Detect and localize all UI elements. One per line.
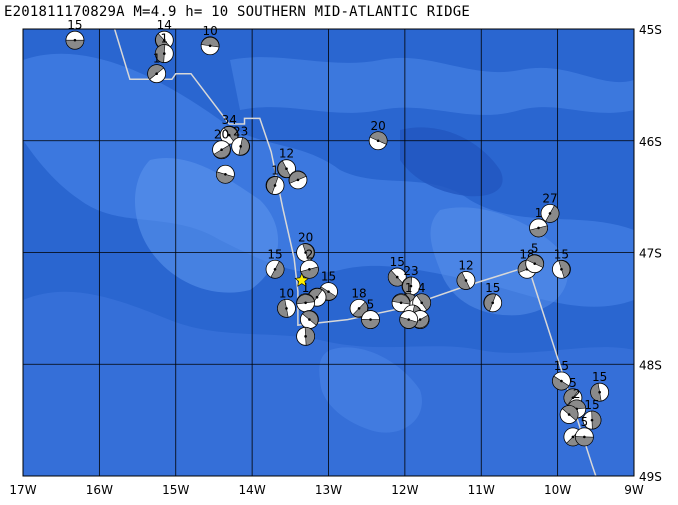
depth-label: 1 bbox=[535, 206, 543, 220]
focal-mechanism-beachball: 20 bbox=[296, 231, 315, 262]
latitude-tick-label: 48S bbox=[639, 358, 662, 372]
focal-mechanism-beachball: 15 bbox=[65, 18, 85, 50]
depth-label: 5 bbox=[581, 415, 589, 429]
focal-mechanism-beachball bbox=[288, 170, 308, 190]
focal-mechanism-beachball: 5 bbox=[361, 298, 380, 329]
focal-mechanism-beachball: 23 bbox=[231, 124, 251, 156]
longitude-tick-label: 15W bbox=[162, 483, 189, 497]
depth-label: 34 bbox=[222, 113, 237, 127]
focal-mechanism-beachball: 15 bbox=[552, 247, 571, 279]
depth-label: 2 bbox=[573, 387, 581, 401]
depth-label: 12 bbox=[458, 258, 473, 272]
focal-mechanism-beachball: 15 bbox=[483, 281, 503, 313]
epicenter-star bbox=[294, 272, 310, 287]
longitude-tick-label: 9W bbox=[624, 483, 644, 497]
longitude-labels: 17W 16W 15W 14W 13W 12W 11W 10W 9W bbox=[9, 483, 643, 497]
depth-label: 18 bbox=[351, 286, 366, 300]
focal-mechanism-beachball: 1 bbox=[529, 206, 548, 238]
latitude-tick-label: 47S bbox=[639, 247, 662, 261]
focal-mechanism-beachball: 15 bbox=[265, 247, 285, 279]
focal-mechanism-beachball: 5 bbox=[525, 242, 545, 274]
focal-mechanism-beachball: 5 bbox=[563, 376, 583, 408]
graticule bbox=[23, 29, 634, 476]
depth-label: 10 bbox=[202, 24, 217, 38]
focal-mechanism-beachball bbox=[399, 310, 419, 329]
depth-label: 14 bbox=[157, 18, 172, 32]
focal-mechanism-beachball: 15 bbox=[590, 370, 610, 402]
depth-label: 15 bbox=[554, 247, 569, 261]
depth-label: 23 bbox=[403, 264, 418, 278]
focal-mechanism-beachball: 15 bbox=[387, 255, 407, 287]
focal-mechanism-beachball: 34 bbox=[219, 113, 239, 145]
focal-mechanism-beachball: 10 bbox=[277, 286, 296, 318]
focal-mechanism-beachball bbox=[300, 310, 319, 329]
depth-label: 12 bbox=[279, 147, 294, 161]
focal-mechanism-beachball: 12 bbox=[277, 147, 296, 179]
depth-label: 1 bbox=[153, 52, 161, 66]
depth-label: 1 bbox=[160, 32, 168, 46]
focal-mechanism-beachball: 1 bbox=[147, 52, 167, 84]
map-frame bbox=[22, 28, 635, 477]
longitude-tick-label: 12W bbox=[391, 483, 418, 497]
depth-label: 1 bbox=[302, 281, 310, 295]
longitude-tick-label: 10W bbox=[544, 483, 571, 497]
focal-mechanism-beachball: 20 bbox=[368, 119, 388, 151]
focal-mechanism-beachball: 15 bbox=[552, 359, 571, 391]
depth-label: 15 bbox=[321, 270, 336, 284]
depth-label: 27 bbox=[542, 191, 557, 205]
longitude-tick-label: 16W bbox=[86, 483, 113, 497]
focal-mechanism-beachball: 23 bbox=[401, 264, 421, 296]
depth-label: 20 bbox=[298, 231, 313, 245]
depth-label: 15 bbox=[592, 370, 607, 384]
depth-label: 15 bbox=[267, 247, 282, 261]
depth-label: 23 bbox=[233, 124, 248, 138]
epicenter-marker bbox=[294, 272, 310, 287]
depth-label: 4 bbox=[418, 281, 426, 295]
focal-mechanism-beachball bbox=[296, 326, 315, 346]
depth-label: 15 bbox=[554, 359, 569, 373]
depth-label: 2 bbox=[306, 247, 314, 261]
depth-label: 5 bbox=[531, 242, 539, 256]
depth-label: 1 bbox=[405, 281, 413, 295]
latitude-labels: 45S 46S 47S 48S 49S bbox=[639, 23, 662, 484]
focal-mechanism-beachball bbox=[215, 164, 235, 184]
depth-label: 15 bbox=[485, 281, 500, 295]
focal-mechanism-beachball: 2 bbox=[300, 247, 319, 279]
depth-label: 15 bbox=[67, 18, 82, 32]
longitude-tick-label: 11W bbox=[468, 483, 495, 497]
depth-label: 5 bbox=[569, 376, 577, 390]
longitude-tick-label: 17W bbox=[9, 483, 36, 497]
focal-mechanism-beachball bbox=[391, 293, 411, 313]
focal-mechanism-beachball: 20 bbox=[212, 128, 231, 160]
focal-mechanism-beachball: 27 bbox=[540, 191, 560, 223]
focal-mechanism-beachball: 15 bbox=[582, 398, 602, 430]
depth-label: 10 bbox=[279, 286, 294, 300]
focal-mechanism-beachball: 1 bbox=[265, 163, 285, 195]
depth-label: 15 bbox=[390, 255, 405, 269]
focal-mechanism-beachball: 1 bbox=[296, 281, 315, 313]
latitude-tick-label: 45S bbox=[639, 23, 662, 37]
focal-mechanism-beachball bbox=[559, 405, 579, 424]
latitude-tick-label: 46S bbox=[639, 135, 662, 149]
plate-boundary-line bbox=[113, 28, 597, 477]
depth-label: 15 bbox=[584, 398, 599, 412]
longitude-tick-label: 13W bbox=[315, 483, 342, 497]
depth-label: 1 bbox=[271, 163, 279, 177]
latitude-tick-label: 49S bbox=[639, 470, 662, 484]
focal-mechanism-beachball: 5 bbox=[574, 415, 594, 447]
map-title: E201811170829A M=4.9 h= 10 SOUTHERN MID-… bbox=[4, 4, 470, 20]
depth-label: 5 bbox=[367, 298, 375, 312]
focal-mechanism-beachball: 1 bbox=[154, 32, 174, 63]
focal-mechanism-beachball: 12 bbox=[456, 258, 476, 290]
longitude-tick-label: 14W bbox=[239, 483, 266, 497]
focal-mechanism-beachball: 10 bbox=[200, 24, 220, 56]
depth-label: 20 bbox=[371, 119, 386, 133]
depth-label: 20 bbox=[214, 128, 229, 142]
